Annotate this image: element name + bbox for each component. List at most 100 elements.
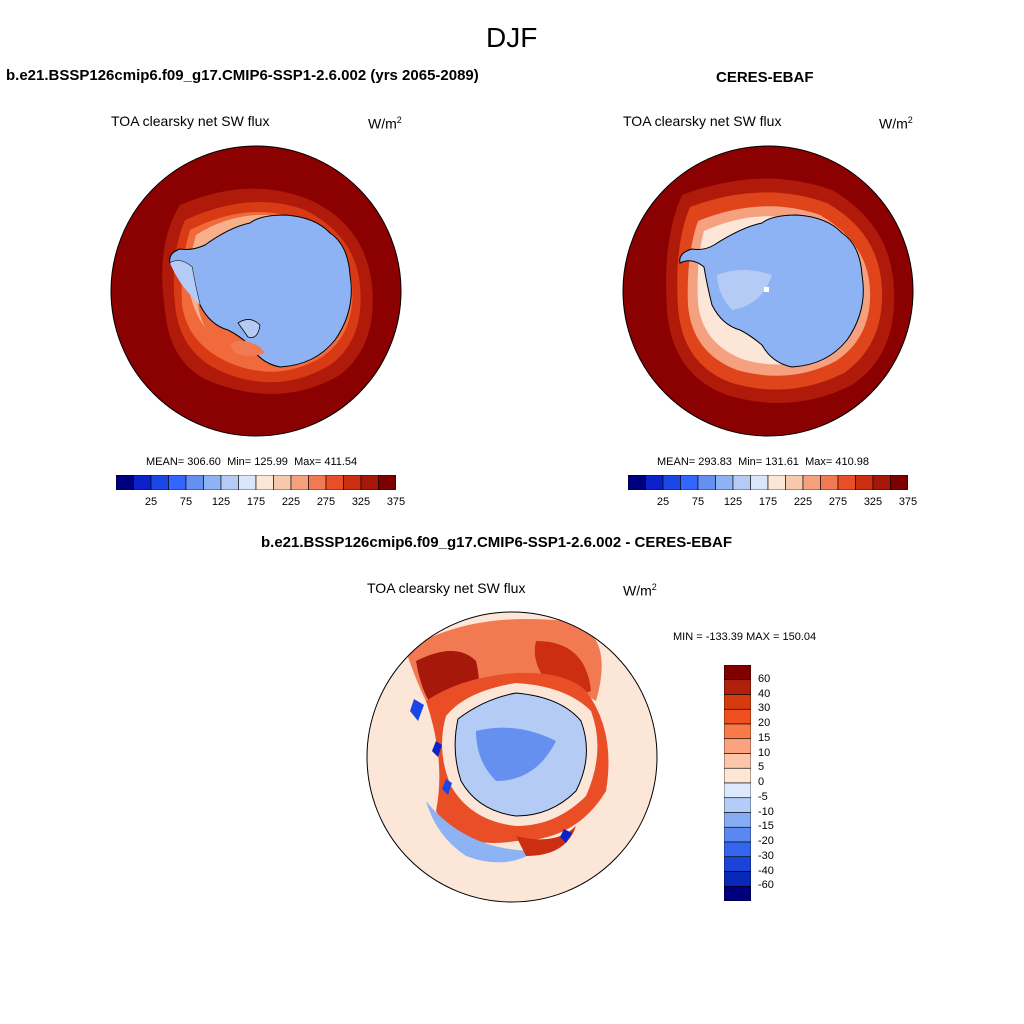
diff-colorbar-box — [724, 826, 751, 843]
model-mean-value: 306.60 — [187, 456, 221, 468]
diff-colorbar-tick: 40 — [758, 687, 771, 700]
diff-colorbar-tick: -20 — [758, 835, 774, 847]
diff-units-base: W/m — [623, 582, 652, 599]
diff-colorbar-box — [724, 797, 751, 813]
diff-panel-title: b.e21.BSSP126cmip6.f09_g17.CMIP6-SSP1-2.… — [261, 534, 733, 551]
diff-colorbar-box — [724, 694, 751, 710]
obs-colorbar-box — [750, 475, 769, 490]
obs-colorbar-box — [715, 475, 734, 490]
obs-colorbar-box — [802, 475, 821, 490]
obs-colorbar-tick: 375 — [898, 496, 918, 508]
obs-colorbar-ticks: 25 75 125 175 225 275 325 375 — [628, 494, 917, 510]
diff-colorbar-tick: -10 — [758, 805, 774, 818]
model-colorbar-box — [273, 475, 292, 490]
obs-units-base: W/m — [879, 115, 908, 132]
diff-colorbar-tick: 30 — [758, 702, 771, 715]
diff-colorbar-tick: 20 — [758, 717, 771, 729]
obs-colorbar-box — [697, 475, 716, 490]
obs-colorbar-svg — [628, 475, 908, 490]
obs-colorbar-box — [662, 475, 681, 490]
obs-max-value: 410.98 — [835, 456, 869, 468]
model-min-label: Min= — [227, 456, 252, 468]
diff-colorbar-box — [724, 885, 751, 901]
diff-colorbar-tick: -40 — [758, 864, 774, 877]
model-colorbar-tick: 225 — [281, 496, 301, 508]
diff-colorbar-box — [724, 782, 751, 799]
model-colorbar-box — [238, 475, 257, 490]
model-colorbar-tick: 175 — [246, 496, 266, 508]
model-polar-map — [110, 145, 402, 437]
diff-colorbar-tick: -5 — [758, 790, 768, 803]
diff-colorbar-box — [724, 753, 751, 769]
model-colorbar-box — [133, 475, 152, 490]
model-colorbar-box — [168, 475, 187, 490]
diff-colorbar-box — [724, 723, 751, 740]
diff-colorbar-tick: 5 — [758, 761, 765, 774]
diff-colorbar-tick: 60 — [758, 672, 771, 685]
model-units: W/m2 — [368, 115, 402, 132]
obs-colorbar-box — [645, 475, 664, 490]
model-colorbar-ticks: 25 75 125 175 225 275 325 375 — [116, 494, 405, 510]
obs-colorbar-box — [820, 475, 839, 490]
model-colorbar-box — [203, 475, 222, 490]
model-max-label: Max= — [294, 456, 322, 468]
model-colorbar-box — [255, 475, 274, 490]
diff-colorbar-svg — [724, 665, 751, 901]
diff-colorbar-tick: -60 — [758, 879, 774, 892]
obs-colorbar-tick: 125 — [723, 496, 743, 508]
model-colorbar-box — [378, 475, 396, 490]
model-colorbar-tick: 125 — [211, 496, 231, 508]
obs-colorbar-box — [855, 475, 874, 490]
figure-title: DJF — [486, 22, 538, 53]
obs-stats: MEAN= 293.83 Min= 131.61 Max= 410.98 — [657, 456, 869, 468]
model-colorbar-box — [343, 475, 362, 490]
obs-colorbar-box — [785, 475, 804, 490]
obs-min-label: Min= — [738, 456, 763, 468]
obs-colorbar-tick: 25 — [656, 496, 670, 508]
model-colorbar-box — [220, 475, 239, 490]
diff-colorbar-box — [724, 738, 751, 754]
obs-colorbar-box — [890, 475, 908, 490]
model-colorbar-tick: 375 — [386, 496, 406, 508]
obs-max-label: Max= — [805, 456, 833, 468]
model-colorbar-box — [150, 475, 169, 490]
model-colorbar-box — [116, 475, 134, 490]
obs-units: W/m2 — [879, 115, 913, 132]
diff-colorbar-box — [724, 708, 751, 725]
diff-colorbar-tick: 10 — [758, 746, 771, 759]
diff-stats: MIN = -133.39 MAX = 150.04 — [673, 631, 816, 643]
model-colorbar-box — [290, 475, 309, 490]
model-colorbar-tick: 25 — [144, 496, 158, 508]
model-colorbar-tick: 75 — [179, 496, 193, 508]
diff-min-label: MIN = — [673, 631, 703, 643]
obs-variable-label: TOA clearsky net SW flux — [623, 113, 782, 129]
model-stats: MEAN= 306.60 Min= 125.99 Max= 411.54 — [146, 456, 357, 468]
diff-colorbar-tick: -30 — [758, 849, 774, 862]
obs-colorbar-box — [767, 475, 786, 490]
diff-colorbar-box — [724, 665, 751, 681]
obs-mean-value: 293.83 — [698, 456, 732, 468]
obs-min-value: 131.61 — [765, 456, 799, 468]
model-min-value: 125.99 — [254, 456, 288, 468]
diff-min-value: -133.39 — [705, 631, 744, 643]
diff-colorbar — [724, 665, 751, 901]
diff-colorbar-box — [724, 841, 751, 858]
obs-colorbar-box — [872, 475, 891, 490]
obs-colorbar-box — [732, 475, 751, 490]
diff-colorbar-box — [724, 679, 751, 695]
diff-colorbar-box — [724, 812, 751, 828]
model-colorbar-tick: 275 — [316, 496, 336, 508]
model-colorbar-box — [325, 475, 344, 490]
model-panel-title: b.e21.BSSP126cmip6.f09_g17.CMIP6-SSP1-2.… — [6, 67, 479, 84]
obs-colorbar — [628, 475, 908, 490]
model-colorbar-box — [360, 475, 379, 490]
obs-colorbar-box — [628, 475, 646, 490]
obs-mean-label: MEAN= — [657, 456, 696, 468]
diff-units-exp: 2 — [651, 582, 657, 592]
model-colorbar-svg — [116, 475, 396, 490]
model-mean-label: MEAN= — [146, 456, 185, 468]
obs-polar-map — [622, 145, 914, 437]
obs-panel-title: CERES-EBAF — [716, 69, 814, 86]
obs-colorbar-tick: 225 — [793, 496, 813, 508]
model-units-exp: 2 — [396, 115, 402, 125]
